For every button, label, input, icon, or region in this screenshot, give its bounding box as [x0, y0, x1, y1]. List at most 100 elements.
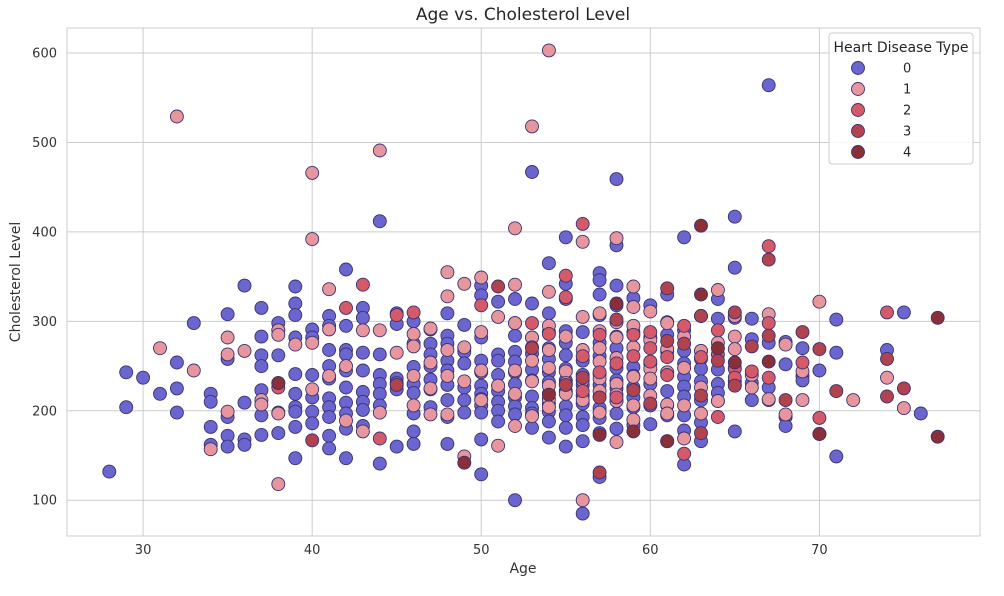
data-point [575, 309, 590, 324]
data-point [288, 367, 303, 382]
data-point [761, 328, 776, 343]
data-point [423, 355, 438, 370]
data-point [761, 392, 776, 407]
data-point [457, 356, 472, 371]
data-point [626, 349, 641, 364]
data-point [626, 424, 641, 439]
data-point [474, 432, 489, 447]
data-point [880, 370, 894, 385]
data-point [694, 388, 708, 403]
x-axis-ticks: 30 40 50 60 70 [135, 543, 828, 558]
data-point [372, 323, 387, 338]
data-point [254, 329, 269, 344]
data-point [169, 109, 184, 124]
y-tick-label: 200 [32, 404, 57, 419]
y-axis-ticks: 100 200 300 400 500 600 [32, 47, 57, 509]
data-point [710, 323, 725, 338]
data-point [558, 408, 573, 423]
data-point [305, 368, 320, 382]
data-point [609, 356, 624, 371]
data-point [203, 442, 218, 457]
data-point [592, 287, 607, 302]
data-point [541, 306, 556, 321]
data-point [710, 283, 725, 297]
data-point [727, 355, 742, 370]
data-point [643, 325, 658, 340]
data-point [541, 400, 556, 415]
data-point [609, 390, 624, 405]
data-point [288, 404, 303, 419]
y-tick-label: 500 [32, 136, 57, 151]
data-point [558, 329, 573, 344]
data-point [339, 347, 353, 362]
y-axis-label: Cholesterol Level [8, 222, 24, 342]
legend-marker-1 [851, 82, 865, 96]
data-point [795, 393, 810, 408]
data-point [744, 311, 759, 326]
data-point [525, 316, 539, 331]
data-point [558, 377, 573, 392]
data-point [355, 310, 370, 325]
data-point [491, 309, 506, 324]
data-point [525, 353, 539, 368]
data-point [457, 455, 472, 470]
data-point [457, 317, 472, 332]
data-point [440, 306, 455, 321]
data-point [846, 393, 861, 408]
data-point [575, 216, 590, 231]
data-point [880, 389, 894, 404]
data-point [694, 350, 708, 365]
data-point [778, 357, 793, 372]
data-point [339, 451, 353, 466]
data-point [271, 327, 286, 342]
data-point [710, 394, 725, 408]
data-point [254, 359, 269, 374]
chart-title: Age vs. Cholesterol Level [416, 5, 630, 25]
data-point [727, 342, 742, 357]
data-point [372, 214, 387, 229]
data-point [220, 307, 235, 322]
data-point [694, 309, 708, 323]
legend-label-1: 1 [903, 83, 911, 98]
data-point [169, 355, 184, 370]
data-point [288, 279, 303, 294]
data-point [829, 384, 844, 399]
data-point [694, 218, 708, 233]
data-point [558, 364, 573, 379]
data-point [626, 398, 641, 413]
data-point [508, 386, 522, 401]
data-point [305, 232, 320, 247]
data-point [355, 277, 370, 292]
data-point [271, 426, 286, 441]
data-point [541, 360, 556, 375]
data-point [491, 438, 506, 453]
data-point [271, 477, 286, 492]
data-point [592, 427, 607, 442]
x-tick-label: 50 [473, 543, 490, 558]
legend-marker-3 [851, 124, 865, 138]
data-point [220, 404, 235, 419]
data-point [169, 381, 184, 396]
data-point [744, 393, 759, 408]
data-point [643, 396, 658, 411]
data-point [525, 119, 539, 134]
legend-title: Heart Disease Type [833, 40, 968, 56]
data-point [254, 300, 269, 315]
data-point [660, 406, 675, 421]
data-point [727, 329, 742, 344]
data-point [220, 439, 235, 454]
data-point [896, 305, 911, 320]
data-point [727, 378, 742, 393]
data-point [660, 281, 675, 296]
data-point [592, 365, 607, 380]
data-point [372, 405, 387, 420]
data-point [440, 368, 455, 383]
data-point [761, 354, 776, 369]
data-point [372, 386, 387, 401]
legend-label-2: 2 [903, 104, 911, 119]
data-point [609, 312, 624, 327]
data-point [744, 339, 759, 354]
legend-marker-0 [851, 61, 865, 75]
data-point [609, 231, 624, 246]
data-point [237, 278, 252, 293]
